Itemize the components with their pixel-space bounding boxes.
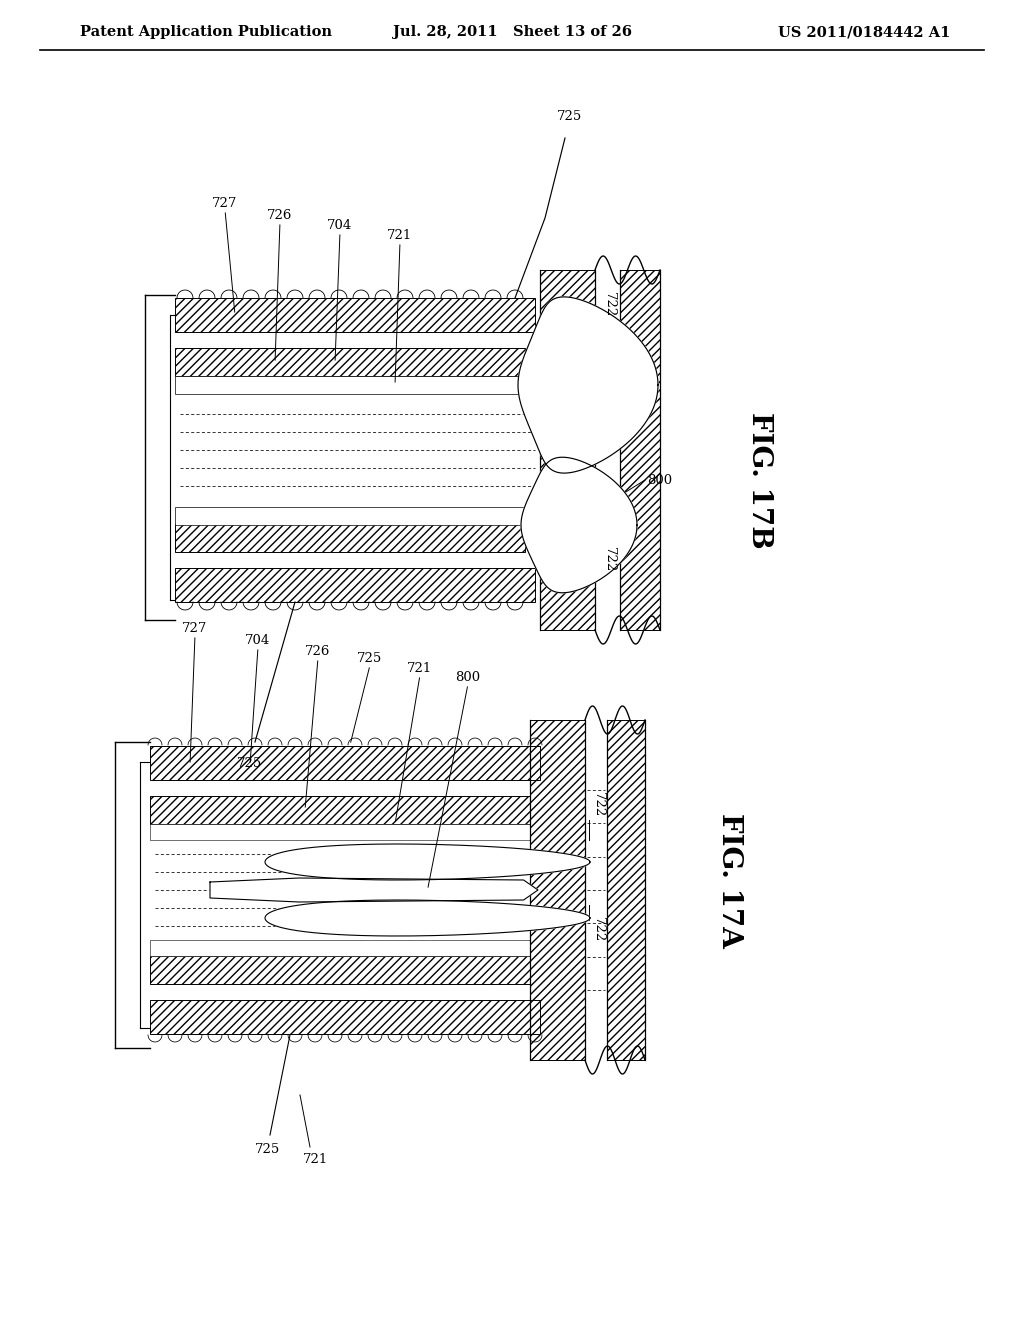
Text: 704: 704	[246, 634, 270, 647]
Text: 727: 727	[182, 622, 208, 635]
Text: US 2011/0184442 A1: US 2011/0184442 A1	[777, 25, 950, 40]
Bar	[150, 956, 530, 983]
Bar	[175, 524, 525, 552]
Text: 725: 725	[557, 110, 583, 123]
Text: 726: 726	[267, 209, 293, 222]
Bar	[150, 746, 540, 780]
Text: 725: 725	[238, 756, 262, 770]
Text: 725: 725	[255, 1143, 281, 1156]
Text: 726: 726	[305, 645, 331, 657]
Bar	[530, 719, 585, 1060]
Text: FIG. 17B: FIG. 17B	[746, 412, 773, 548]
Text: 721: 721	[387, 228, 413, 242]
Bar	[620, 271, 660, 630]
Bar	[175, 568, 535, 602]
Bar	[607, 719, 645, 1060]
Bar	[150, 1001, 540, 1034]
Bar	[175, 348, 525, 376]
Bar	[540, 271, 595, 630]
Polygon shape	[265, 900, 590, 936]
Bar	[150, 824, 530, 840]
Bar	[150, 940, 530, 956]
Text: 722: 722	[603, 292, 616, 318]
Text: Patent Application Publication: Patent Application Publication	[80, 25, 332, 40]
Text: 721: 721	[302, 1152, 328, 1166]
Text: 722: 722	[592, 792, 605, 817]
Text: 722: 722	[592, 917, 605, 942]
Text: 722: 722	[603, 548, 616, 573]
Text: 727: 727	[212, 197, 238, 210]
Bar	[150, 796, 530, 824]
Text: 800: 800	[647, 474, 672, 487]
Polygon shape	[265, 843, 590, 880]
Polygon shape	[518, 297, 658, 473]
Bar	[175, 298, 535, 333]
Text: 800: 800	[456, 671, 480, 684]
Text: Jul. 28, 2011   Sheet 13 of 26: Jul. 28, 2011 Sheet 13 of 26	[392, 25, 632, 40]
Text: FIG. 17A: FIG. 17A	[717, 813, 743, 948]
Bar	[175, 507, 525, 525]
Bar	[175, 376, 525, 393]
Text: 725: 725	[357, 652, 383, 665]
Text: 704: 704	[328, 219, 352, 232]
Polygon shape	[521, 457, 637, 593]
Text: 721: 721	[408, 663, 432, 675]
Polygon shape	[210, 878, 538, 902]
